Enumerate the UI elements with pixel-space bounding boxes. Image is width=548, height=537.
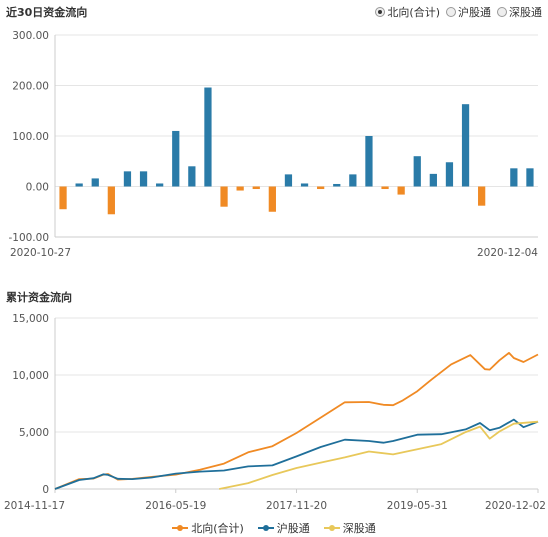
radio-selected-icon [375,7,386,17]
legend-shanghai[interactable]: 沪股通 [257,520,310,536]
flow-bar [461,104,470,187]
flow-bar [91,178,99,187]
bar-y-tick-label: -100.00 [8,232,49,244]
legend-north[interactable]: 北向(合计) [172,520,244,536]
radio-shenzhen[interactable]: 深股通 [497,4,542,20]
recent-flow-title: 近30日资金流向 [6,6,88,19]
flow-bar [510,168,518,187]
flow-bar [397,186,405,195]
legend-shanghai-label: 沪股通 [276,522,310,535]
flow-bar [349,174,357,187]
flow-bar [236,186,244,191]
legend-shanghai-swatch [257,525,274,531]
legend-shenzhen[interactable]: 深股通 [323,520,376,536]
radio-shanghai-label: 沪股通 [458,6,491,19]
flow-bar [139,171,148,187]
flow-bar [445,162,454,187]
line-y-tick-label: 0 [42,484,49,496]
cumulative-flow-title: 累计资金流向 [6,291,72,304]
series-line-3 [219,420,539,490]
flow-bar [284,174,293,187]
flow-bar [75,183,83,187]
bar-y-tick-label: 200.00 [12,81,49,93]
charts-canvas: -100.00 0.00 100.00 200.00 300.00 2020-10-27 2… [4,30,546,512]
flow-bar [365,136,373,187]
flow-bar [526,168,534,187]
line-x-tick-label: 2020-12-02 [485,500,546,512]
radio-north[interactable]: 北向(合计) [375,4,440,20]
radio-unselected-icon [497,7,507,17]
line-x-tick-label: 2014-11-17 [4,500,65,512]
bar-y-tick-label: 300.00 [12,30,49,42]
flow-bar [268,186,276,212]
flow-bar [156,183,164,187]
market-selector: 北向(合计) 沪股通 深股通 [375,4,542,20]
bar-x-end-label: 2020-12-04 [477,247,538,259]
legend-shenzhen-label: 深股通 [342,522,376,535]
flow-bar [252,186,260,190]
flow-bar [188,166,196,187]
line-y-tick-label: 15,000 [12,313,49,325]
bar-x-start-label: 2020-10-27 [10,247,71,259]
line-x-tick-label: 2016-05-19 [145,500,206,512]
line-y-tick-label: 10,000 [12,370,49,382]
flow-bar [123,171,132,187]
flow-bar [381,186,389,190]
flow-bar [172,130,180,187]
flow-bar [107,186,115,215]
radio-shanghai[interactable]: 沪股通 [446,4,491,20]
flow-bar [333,183,341,187]
series-line-2 [54,418,539,490]
line-x-tick-label: 2017-11-20 [266,500,327,512]
flow-bar [204,87,212,187]
radio-shenzhen-label: 深股通 [509,6,542,19]
flow-bar [300,183,309,187]
legend-shenzhen-swatch [323,525,340,531]
flow-bar [478,186,486,206]
radio-north-label: 北向(合计) [387,6,440,19]
flow-bar [429,173,437,187]
flow-bar [317,186,325,190]
bar-y-tick-label: 100.00 [12,131,49,143]
legend-north-swatch [172,525,189,531]
cumulative-legend: 北向(合计) 沪股通 深股通 [0,520,548,536]
line-x-tick-label: 2019-05-31 [387,500,448,512]
flow-bar [220,186,228,207]
bar-y-tick-label: 0.00 [26,182,49,194]
radio-unselected-icon [446,7,456,17]
flow-bar [413,156,421,187]
flow-bar [59,186,67,210]
line-y-tick-label: 5,000 [19,427,49,439]
legend-north-label: 北向(合计) [191,522,244,535]
